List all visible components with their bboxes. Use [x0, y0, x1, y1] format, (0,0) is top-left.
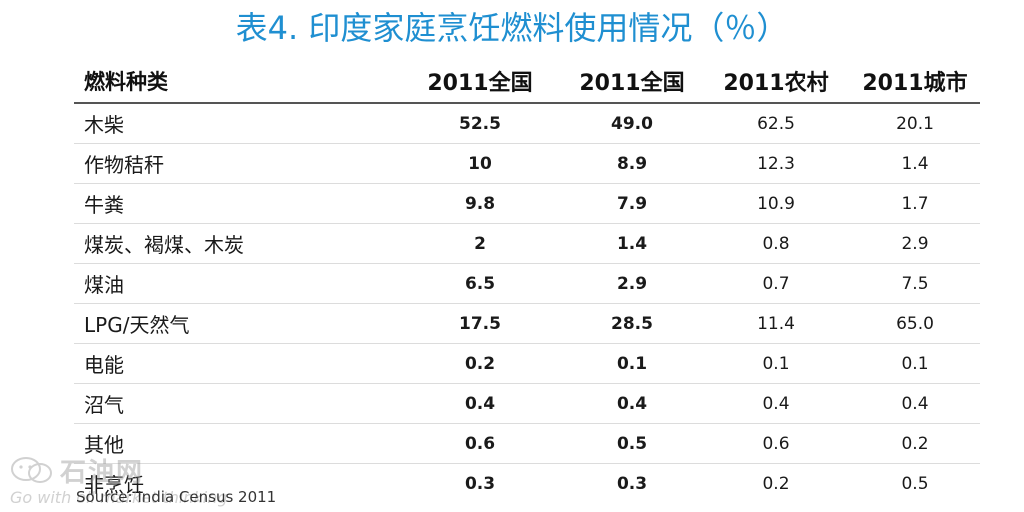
value-cell: 6.5 [464, 273, 496, 294]
value-cell: 11.4 [757, 313, 795, 334]
fuel-name-cell: 非烹饪 [84, 473, 144, 497]
value-cell: 7.5 [901, 273, 929, 294]
value-cell: 2.9 [901, 233, 929, 254]
value-cell: 0.4 [901, 393, 929, 414]
header-national-2011-b: 2011全国 [579, 71, 685, 96]
value-cell: 28.5 [611, 313, 653, 334]
table-row: 电能 0.2 0.1 0.1 0.1 [74, 344, 980, 384]
value-cell: 0.2 [464, 353, 496, 374]
header-urban-2011: 2011城市 [862, 71, 968, 96]
table-row: 木柴 52.5 49.0 62.5 20.1 [74, 104, 980, 144]
fuel-name-cell: 电能 [84, 353, 124, 377]
value-cell: 2 [474, 233, 486, 254]
value-cell: 20.1 [896, 113, 934, 134]
value-cell: 0.3 [616, 473, 648, 494]
value-cell: 10 [468, 153, 492, 174]
value-cell: 49.0 [611, 113, 653, 134]
value-cell: 1.7 [901, 193, 929, 214]
value-cell: 17.5 [459, 313, 501, 334]
value-cell: 2.9 [616, 273, 648, 294]
value-cell: 9.8 [464, 193, 496, 214]
table-row: LPG/天然气 17.5 28.5 11.4 65.0 [74, 304, 980, 344]
value-cell: 0.8 [762, 233, 790, 254]
value-cell: 0.3 [464, 473, 496, 494]
table-row: 煤油 6.5 2.9 0.7 7.5 [74, 264, 980, 304]
value-cell: 0.1 [762, 353, 790, 374]
table-row: 煤炭、褐煤、木炭 2 1.4 0.8 2.9 [74, 224, 980, 264]
watermark-slogan: Go with oil market thinking [10, 488, 228, 507]
fuel-name-cell: 木柴 [84, 113, 124, 137]
fuel-name-cell: 沼气 [84, 393, 124, 417]
value-cell: 0.2 [762, 473, 790, 494]
header-national-2011-a: 2011全国 [427, 71, 533, 96]
header-fuel-type: 燃料种类 [84, 70, 168, 94]
value-cell: 10.9 [757, 193, 795, 214]
table-header-row: 燃料种类 2011全国 2011全国 2011农村 2011城市 [74, 60, 980, 104]
value-cell: 7.9 [616, 193, 648, 214]
fuel-table: 燃料种类 2011全国 2011全国 2011农村 2011城市 木柴 52.5… [74, 60, 980, 503]
chat-bubbles-icon [11, 457, 52, 483]
value-cell: 0.5 [616, 433, 648, 454]
table-row: 沼气 0.4 0.4 0.4 0.4 [74, 384, 980, 424]
value-cell: 1.4 [616, 233, 648, 254]
value-cell: 0.1 [616, 353, 648, 374]
value-cell: 0.7 [762, 273, 790, 294]
fuel-name-cell: LPG/天然气 [84, 313, 190, 337]
fuel-name-cell: 牛粪 [84, 193, 124, 217]
value-cell: 52.5 [459, 113, 501, 134]
value-cell: 0.4 [762, 393, 790, 414]
value-cell: 0.2 [901, 433, 929, 454]
value-cell: 12.3 [757, 153, 795, 174]
value-cell: 1.4 [901, 153, 929, 174]
value-cell: 0.5 [901, 473, 929, 494]
value-cell: 0.1 [901, 353, 929, 374]
value-cell: 65.0 [896, 313, 934, 334]
table-row: 牛粪 9.8 7.9 10.9 1.7 [74, 184, 980, 224]
value-cell: 0.4 [464, 393, 496, 414]
table-row: 非烹饪 0.3 0.3 0.2 0.5 [74, 464, 980, 503]
table-row: 作物秸秆 10 8.9 12.3 1.4 [74, 144, 980, 184]
fuel-name-cell: 作物秸秆 [84, 153, 164, 177]
source-note: Source: India Census 2011 [76, 488, 277, 506]
value-cell: 8.9 [616, 153, 648, 174]
table-row: 其他 0.6 0.5 0.6 0.2 [74, 424, 980, 464]
fuel-name-cell: 煤炭、褐煤、木炭 [84, 233, 244, 257]
watermark-name: 石油网 [60, 458, 145, 488]
value-cell: 62.5 [757, 113, 795, 134]
fuel-name-cell: 其他 [84, 433, 124, 457]
value-cell: 0.6 [762, 433, 790, 454]
value-cell: 0.4 [616, 393, 648, 414]
header-rural-2011: 2011农村 [723, 71, 829, 96]
fuel-name-cell: 煤油 [84, 273, 124, 297]
value-cell: 0.6 [464, 433, 496, 454]
page-title: 表4. 印度家庭烹饪燃料使用情况（％） [235, 9, 789, 47]
watermark: 石油网 Go with oil market thinking [10, 452, 300, 508]
